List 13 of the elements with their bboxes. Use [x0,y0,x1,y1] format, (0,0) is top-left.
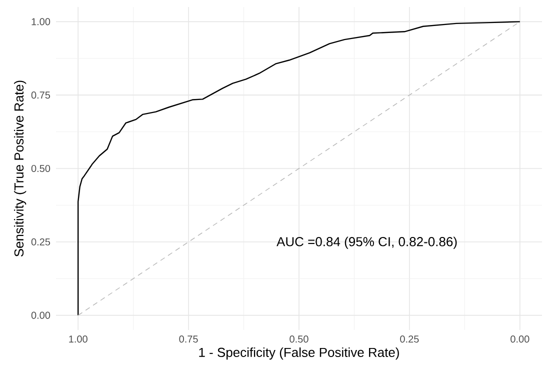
x-tick-label: 0.50 [290,336,308,343]
y-tick-label: 0.00 [31,312,50,319]
annotation: AUC =0.84 (95% CI, 0.82-0.86) [276,236,457,249]
y-tick-label: 0.75 [31,92,50,99]
x-tick-label: 0.25 [400,336,419,343]
y-tick-label: 1.00 [32,18,50,26]
x-tick-label: 1.00 [69,336,88,343]
y-axis-title: Sensitivity (True Positive Rate) [14,80,26,257]
y-tick-label: 0.25 [31,238,50,246]
x-tick-label: 0.75 [179,336,198,343]
y-tick-label: 0.50 [31,164,50,172]
x-tick-label: 0.00 [510,336,530,343]
x-axis-title: 1 - Specificity (False Positive Rate) [199,347,399,360]
